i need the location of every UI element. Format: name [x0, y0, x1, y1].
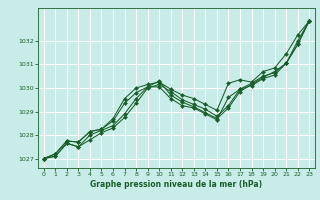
X-axis label: Graphe pression niveau de la mer (hPa): Graphe pression niveau de la mer (hPa) [91, 180, 263, 189]
